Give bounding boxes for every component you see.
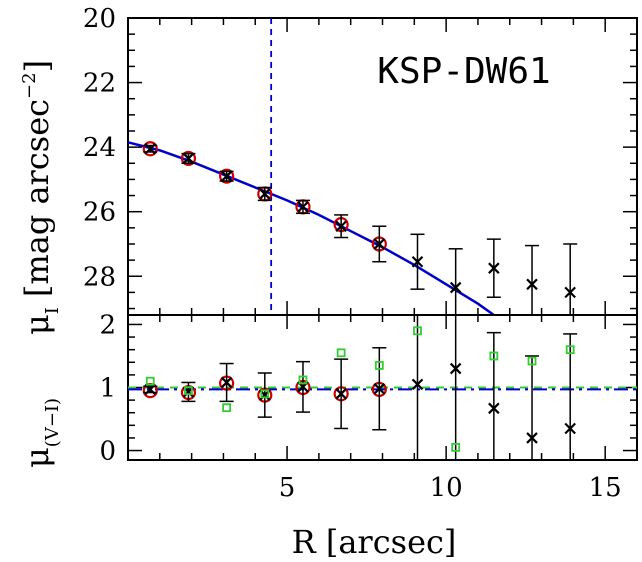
top-cross-point	[564, 286, 576, 299]
top-y-axis-superscript: −2	[19, 72, 40, 99]
top-circle-point	[219, 168, 235, 184]
top-cross-point	[526, 278, 538, 291]
bottom-cross-point	[411, 378, 424, 391]
bottom-cross-point	[144, 383, 157, 396]
top-y-tick-label: 22	[83, 69, 116, 99]
color-profile-panel: 5 10 15 0 1 2	[99, 310, 638, 503]
bottom-square-point	[184, 386, 193, 396]
bottom-cross-point	[449, 362, 462, 375]
top-cross-point	[259, 188, 271, 200]
bottom-y-tick-label: 2	[99, 310, 116, 340]
top-y-tick-label: 24	[83, 133, 116, 163]
top-cross-point	[297, 201, 309, 213]
top-cross-point	[373, 238, 386, 250]
top-cross-point	[335, 220, 347, 233]
bottom-y-tick-label: 0	[99, 437, 116, 467]
bottom-y-axis-subscript: (V−I)	[42, 398, 63, 447]
bottom-square-point	[260, 389, 270, 399]
bottom-cross-point	[373, 382, 386, 395]
bottom-square-point	[489, 351, 499, 361]
top-cross-point	[411, 255, 424, 268]
top-y-tick-label: 28	[83, 262, 116, 292]
bottom-cross-point	[564, 422, 576, 435]
top-cross-point	[182, 152, 195, 165]
bottom-cross-point	[526, 432, 538, 444]
bottom-square-point	[451, 442, 461, 452]
bottom-square-point	[413, 326, 422, 336]
x-axis-title: R [arcsec]	[292, 523, 457, 561]
bottom-cross-point	[488, 402, 500, 415]
top-cross-point	[449, 281, 462, 294]
x-tick-label: 10	[430, 473, 463, 503]
surface-brightness-panel: 20 22 24 26 28	[83, 4, 638, 317]
bottom-y-tick-label: 1	[99, 374, 116, 404]
top-circle-point	[142, 141, 158, 157]
bottom-square-point	[565, 345, 575, 355]
top-y-tick-label: 26	[83, 198, 116, 228]
galaxy-name-annotation: KSP-DW61	[377, 51, 550, 92]
bottom-y-axis-symbol: μ	[18, 447, 56, 468]
bottom-square-point	[527, 356, 537, 366]
bottom-y-axis-title: μ(V−I)	[18, 398, 63, 468]
bottom-square-point	[298, 375, 308, 385]
bottom-square-point	[336, 348, 346, 358]
top-y-axis-title: μI [mag arcsec−2]	[18, 60, 63, 335]
top-y-axis-close-bracket: ]	[18, 60, 56, 72]
top-y-axis-symbol: μ	[18, 314, 56, 335]
top-y-axis-subscript: I	[42, 307, 63, 314]
top-cross-point	[144, 142, 157, 155]
bottom-square-point	[222, 403, 232, 413]
x-tick-label: 5	[279, 473, 296, 503]
top-cross-point	[220, 170, 233, 182]
x-tick-label: 15	[589, 473, 622, 503]
sersic-fit-line	[127, 141, 495, 317]
top-y-tick-label: 20	[83, 4, 116, 34]
bottom-square-point	[145, 376, 155, 386]
bottom-square-point	[374, 361, 384, 370]
top-circle-point	[180, 150, 197, 167]
top-y-axis-units: [mag arcsec	[18, 99, 56, 297]
bottom-cross-point	[335, 388, 347, 400]
top-cross-point	[488, 262, 500, 274]
bottom-cross-point	[220, 376, 233, 389]
